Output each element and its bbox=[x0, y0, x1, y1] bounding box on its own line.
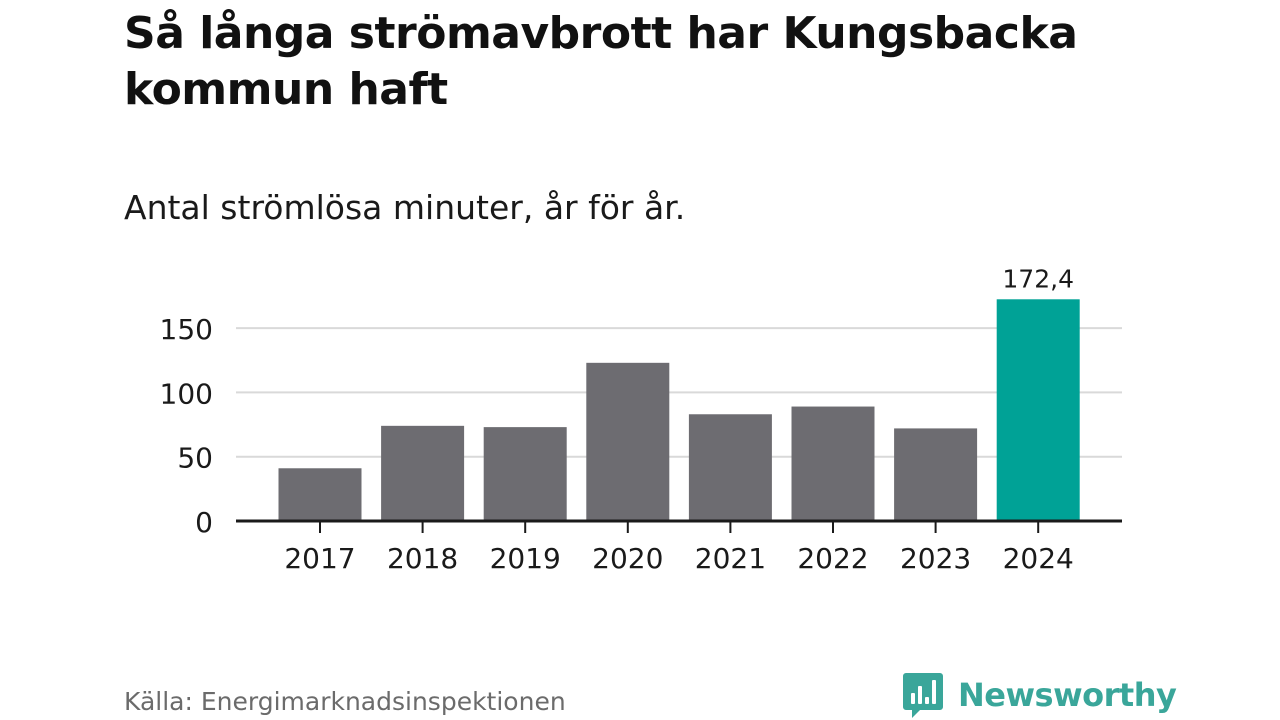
x-axis bbox=[236, 519, 1122, 533]
x-axis-ticks: 2017 2018 2019 2020 2021 2022 2023 2024 bbox=[284, 542, 1073, 575]
y-tick-label: 100 bbox=[160, 377, 213, 410]
brand-name: Newsworthy bbox=[958, 676, 1177, 714]
data-labels: 172,4 bbox=[1002, 264, 1074, 293]
bar-2024[interactable] bbox=[996, 299, 1080, 521]
y-tick-label: 0 bbox=[195, 506, 213, 539]
x-tick-label: 2022 bbox=[797, 542, 868, 575]
x-tick-label: 2023 bbox=[900, 542, 971, 575]
source-note: Källa: Energimarknadsinspektionen bbox=[124, 687, 566, 716]
bar-2021[interactable] bbox=[688, 414, 772, 521]
bar-2017[interactable] bbox=[278, 468, 362, 521]
x-tick-label: 2019 bbox=[490, 542, 561, 575]
newsworthy-logo-icon bbox=[903, 673, 943, 718]
x-tick-label: 2018 bbox=[387, 542, 458, 575]
y-tick-label: 50 bbox=[177, 442, 213, 475]
chart-subtitle: Antal strömlösa minuter, år för år. bbox=[124, 188, 686, 227]
bar-2023[interactable] bbox=[894, 428, 978, 521]
bar-2020[interactable] bbox=[586, 362, 670, 521]
data-label: 172,4 bbox=[1002, 264, 1074, 293]
bar-2019[interactable] bbox=[483, 427, 567, 521]
x-tick-label: 2017 bbox=[284, 542, 355, 575]
x-tick-label: 2024 bbox=[1003, 542, 1074, 575]
gridlines bbox=[236, 327, 1122, 458]
bars bbox=[278, 299, 1080, 521]
brand-logo[interactable]: Newsworthy bbox=[902, 670, 1177, 720]
x-tick-label: 2021 bbox=[695, 542, 766, 575]
x-tick-label: 2020 bbox=[592, 542, 663, 575]
chart-title: Så långa strömavbrott har Kungsbacka kom… bbox=[124, 8, 1078, 115]
bar-2018[interactable] bbox=[381, 425, 465, 521]
y-tick-label: 150 bbox=[160, 313, 213, 346]
y-axis-ticks: 0 50 100 150 bbox=[160, 313, 213, 539]
bar-2022[interactable] bbox=[791, 406, 875, 521]
